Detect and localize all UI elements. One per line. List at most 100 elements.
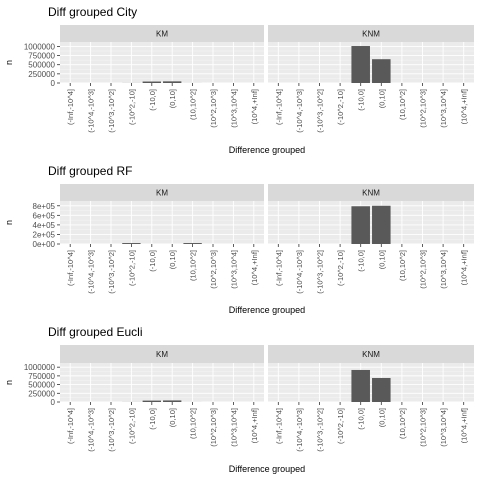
x-tick-label: (-10^4,-10^3] (295, 408, 304, 452)
x-tick-label: (10,10^2] (189, 408, 198, 439)
y-tick-label: 0e+00 (33, 240, 56, 249)
facet-strip (268, 25, 474, 42)
y-tick-label: 500000 (28, 61, 55, 70)
facet-panel-knm: KNM (-Inf,-10^4] (-10^4,-10^3] (-10^3,-10^2… (268, 25, 474, 133)
panel-background (60, 363, 264, 402)
x-tick-label: (10^3,10^4] (439, 408, 448, 447)
facet-strip (60, 25, 264, 42)
x-tick-label: (0,10] (377, 89, 386, 108)
x-axis-title: Difference grouped (229, 464, 305, 474)
facet-panel-knm: KNM (-Inf,-10^4] (-10^4,-10^3] (-10^3,-10^2… (268, 184, 474, 294)
y-tick-label: 2e+05 (33, 230, 56, 239)
x-tick-label: (-10^3,-10^2] (107, 250, 116, 294)
x-tick-label: (-Inf,-10^4] (274, 250, 283, 286)
x-tick-label: (-10^2,-10] (336, 89, 345, 125)
x-tick-label: (0,10] (168, 89, 177, 108)
x-tick-label: (10,10^2] (189, 250, 198, 281)
facet-strip (268, 184, 474, 201)
x-axis-title: Difference grouped (229, 305, 305, 315)
x-tick-label: (-10^3,-10^2] (107, 89, 116, 133)
x-tick-label: (-Inf,-10^4] (274, 408, 283, 444)
bar (163, 400, 182, 402)
x-tick-label: (-10,0] (357, 250, 366, 272)
panel-background (60, 42, 264, 83)
x-tick-label: (-10,0] (357, 89, 366, 111)
facet-strip-label: KNM (362, 30, 380, 39)
y-tick-label: 4e+05 (33, 221, 56, 230)
x-tick-label: (0,10] (377, 408, 386, 427)
x-tick-label: (10,10^2] (189, 89, 198, 120)
y-tick-label: 250000 (28, 70, 55, 79)
bar (183, 243, 202, 244)
x-tick-label: (-10^3,-10^2] (316, 408, 325, 452)
y-tick-label: 750000 (28, 372, 55, 381)
x-tick-label: (-Inf,-10^4] (66, 89, 75, 125)
facet-strip (60, 345, 264, 363)
y-tick-label: 1000000 (24, 42, 56, 51)
panel-background (268, 363, 474, 402)
x-tick-label: (-10^3,-10^2] (316, 250, 325, 294)
plot-title: Diff grouped Eucli (48, 325, 143, 339)
plot-1: Diff grouped RF 0e+002e+054e+056e+058e+05… (4, 164, 474, 315)
panel-background (60, 201, 264, 244)
x-tick-label: (10^3,10^4] (229, 408, 238, 447)
x-tick-label: (-10,0] (148, 89, 157, 111)
x-tick-label: (10^2,10^3] (419, 250, 428, 289)
x-tick-label: (-10^3,-10^2] (107, 408, 116, 452)
facet-strip (268, 345, 474, 363)
panel-background (268, 201, 474, 244)
x-tick-label: (10,10^2] (398, 89, 407, 120)
bar (122, 243, 141, 244)
x-tick-label: (0,10] (168, 250, 177, 269)
facet-strip-label: KM (156, 189, 168, 198)
bar (163, 81, 182, 83)
x-tick-label: (-10,0] (148, 250, 157, 272)
x-tick-label: (10^4,+Inf] (250, 89, 259, 124)
x-tick-label: (10^4,+Inf] (460, 89, 469, 124)
x-tick-label: (-10^2,-10] (336, 408, 345, 444)
x-tick-label: (-10^4,-10^3] (87, 250, 96, 294)
x-tick-label: (0,10] (168, 408, 177, 427)
x-tick-label: (10,10^2] (398, 250, 407, 281)
x-tick-label: (10^2,10^3] (419, 408, 428, 447)
bar (142, 81, 161, 83)
facet-panel-knm: KNM (-Inf,-10^4] (-10^4,-10^3] (-10^3,-10^2… (268, 345, 474, 452)
x-tick-label: (-10^4,-10^3] (87, 408, 96, 452)
facet-strip-label: KM (156, 350, 168, 359)
bar (142, 400, 161, 402)
x-tick-label: (-Inf,-10^4] (274, 89, 283, 125)
y-axis-title: n (4, 220, 14, 225)
x-tick-label: (-10^3,-10^2] (316, 89, 325, 133)
facet-panel-km: KM (-Inf,-10^4] (-10^4,-10^3] (-10^3,-10^2]… (60, 25, 264, 133)
facet-panel-km: KM (-Inf,-10^4] (-10^4,-10^3] (-10^3,-10^2]… (60, 184, 264, 294)
panel-background (268, 42, 474, 83)
x-tick-label: (-10^2,-10] (127, 89, 136, 125)
y-tick-label: 0 (51, 398, 56, 407)
facet-strip (60, 184, 264, 201)
facet-strip-label: KM (156, 30, 168, 39)
x-tick-label: (10^4,+Inf] (250, 250, 259, 285)
x-tick-label: (10^3,10^4] (229, 89, 238, 128)
facet-strip-label: KNM (362, 189, 380, 198)
y-tick-label: 6e+05 (33, 211, 56, 220)
y-tick-label: 500000 (28, 381, 55, 390)
x-tick-label: (10^3,10^4] (439, 250, 448, 289)
x-tick-label: (10^3,10^4] (229, 250, 238, 289)
y-tick-label: 0 (51, 79, 56, 88)
x-tick-label: (-Inf,-10^4] (66, 250, 75, 286)
bar (372, 377, 391, 402)
y-tick-label: 1000000 (24, 363, 56, 372)
plot-2: Diff grouped Eucli 0250000500000750000100… (4, 325, 474, 474)
bar (372, 59, 391, 83)
y-axis-title: n (4, 380, 14, 385)
x-tick-label: (10,10^2] (398, 408, 407, 439)
y-tick-label: 250000 (28, 389, 55, 398)
plot-0: Diff grouped City 02500005000007500001000… (4, 5, 474, 155)
x-tick-label: (0,10] (377, 250, 386, 269)
plot-title: Diff grouped RF (48, 164, 133, 178)
x-tick-label: (-10^2,-10] (336, 250, 345, 286)
x-axis-title: Difference grouped (229, 145, 305, 155)
facet-strip-label: KNM (362, 350, 380, 359)
x-tick-label: (-10^2,-10] (127, 250, 136, 286)
